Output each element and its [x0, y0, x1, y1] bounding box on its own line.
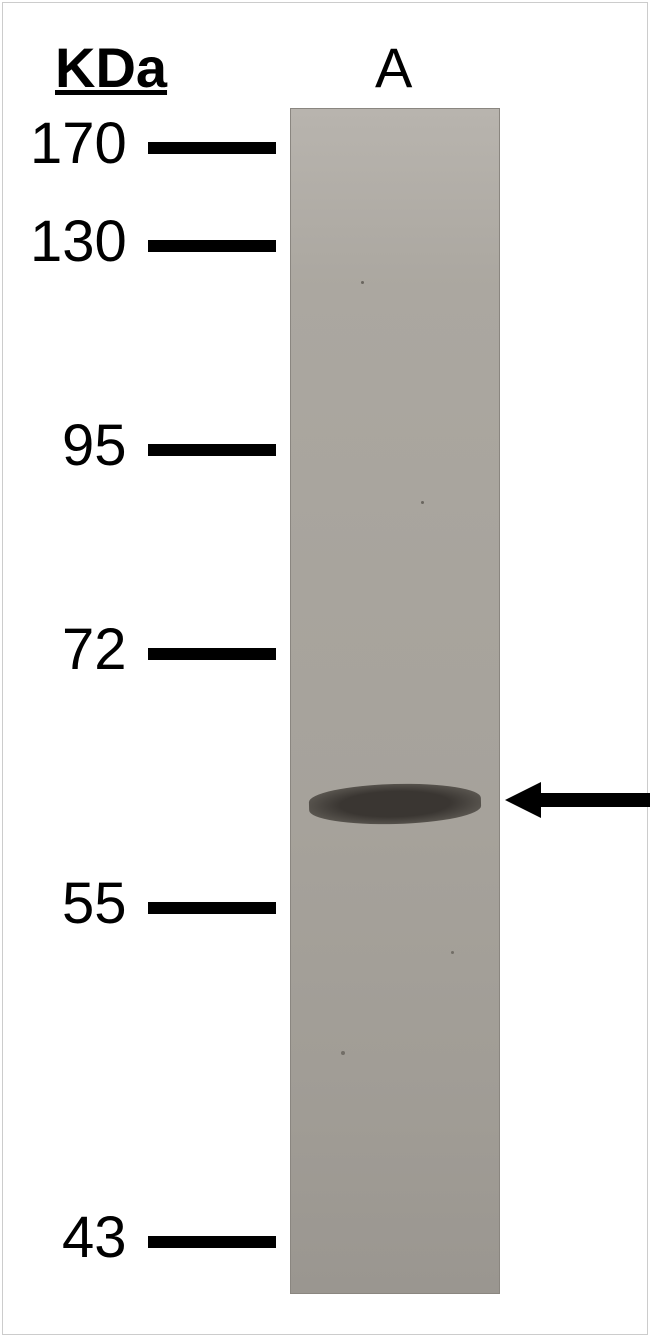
- speckle: [341, 1051, 345, 1055]
- marker-tick-130: [148, 240, 276, 252]
- marker-label-72: 72: [62, 616, 127, 683]
- marker-label-95: 95: [62, 412, 127, 479]
- lane-a-label: A: [375, 35, 412, 100]
- marker-tick-170: [148, 142, 276, 154]
- arrow-shaft: [541, 793, 650, 807]
- marker-label-55: 55: [62, 870, 127, 937]
- kda-axis-label: KDa: [55, 35, 167, 100]
- marker-label-43: 43: [62, 1204, 127, 1271]
- arrow-head-icon: [505, 782, 541, 818]
- marker-tick-95: [148, 444, 276, 456]
- speckle: [421, 501, 424, 504]
- speckle: [361, 281, 364, 284]
- protein-band: [309, 782, 482, 826]
- marker-label-170: 170: [30, 110, 127, 177]
- blot-lane-a: [290, 108, 500, 1294]
- marker-label-130: 130: [30, 208, 127, 275]
- marker-tick-72: [148, 648, 276, 660]
- marker-tick-55: [148, 902, 276, 914]
- speckle: [451, 951, 454, 954]
- marker-tick-43: [148, 1236, 276, 1248]
- western-blot-figure: KDa A 170 130 95 72 55 43: [0, 0, 650, 1337]
